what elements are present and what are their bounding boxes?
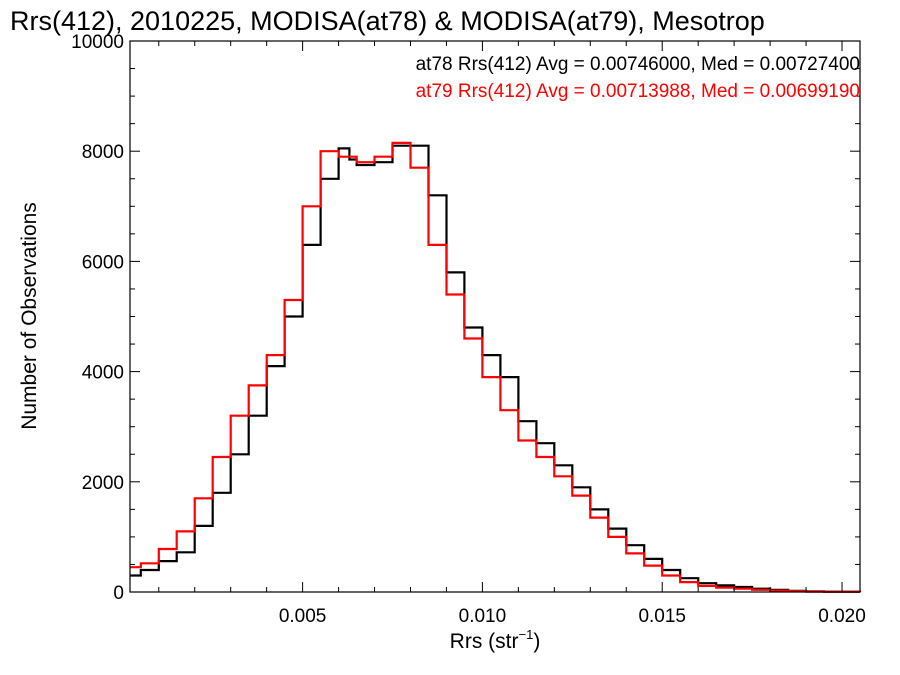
x-axis-label-close: ) (533, 630, 540, 653)
x-tick-label: 0.005 (279, 606, 327, 627)
x-axis-label: Rrs (str−1) (450, 627, 541, 653)
y-tick-label: 0 (113, 583, 124, 604)
y-tick-label: 10000 (71, 32, 124, 53)
y-tick-label: 8000 (82, 142, 124, 163)
x-axis-label-main: Rrs (str (450, 630, 519, 653)
series-at79-line (130, 141, 862, 593)
x-axis-label-sup: −1 (519, 627, 534, 642)
series-layer (130, 141, 862, 593)
legend-entry-at78: at78 Rrs(412) Avg = 0.00746000, Med = 0.… (416, 54, 860, 75)
ticks-layer: 0 2000 4000 6000 8000 10000 0.005 0.010 0.015 0.0… (71, 32, 866, 627)
x-tick-label: 0.010 (459, 606, 507, 627)
series-at78-line (130, 144, 862, 593)
legend-entry-at79: at79 Rrs(412) Avg = 0.00713988, Med = 0.… (416, 81, 860, 102)
y-axis-label: Number of Observations (18, 202, 41, 430)
y-tick-label: 2000 (82, 473, 124, 494)
x-tick-label: 0.015 (638, 606, 686, 627)
chart-title: Rrs(412), 2010225, MODISA(at78) & MODISA… (10, 6, 765, 36)
x-tick-label: 0.020 (818, 606, 866, 627)
y-tick-label: 4000 (82, 363, 124, 384)
plot-frame (129, 40, 861, 593)
y-tick-label: 6000 (82, 252, 124, 273)
